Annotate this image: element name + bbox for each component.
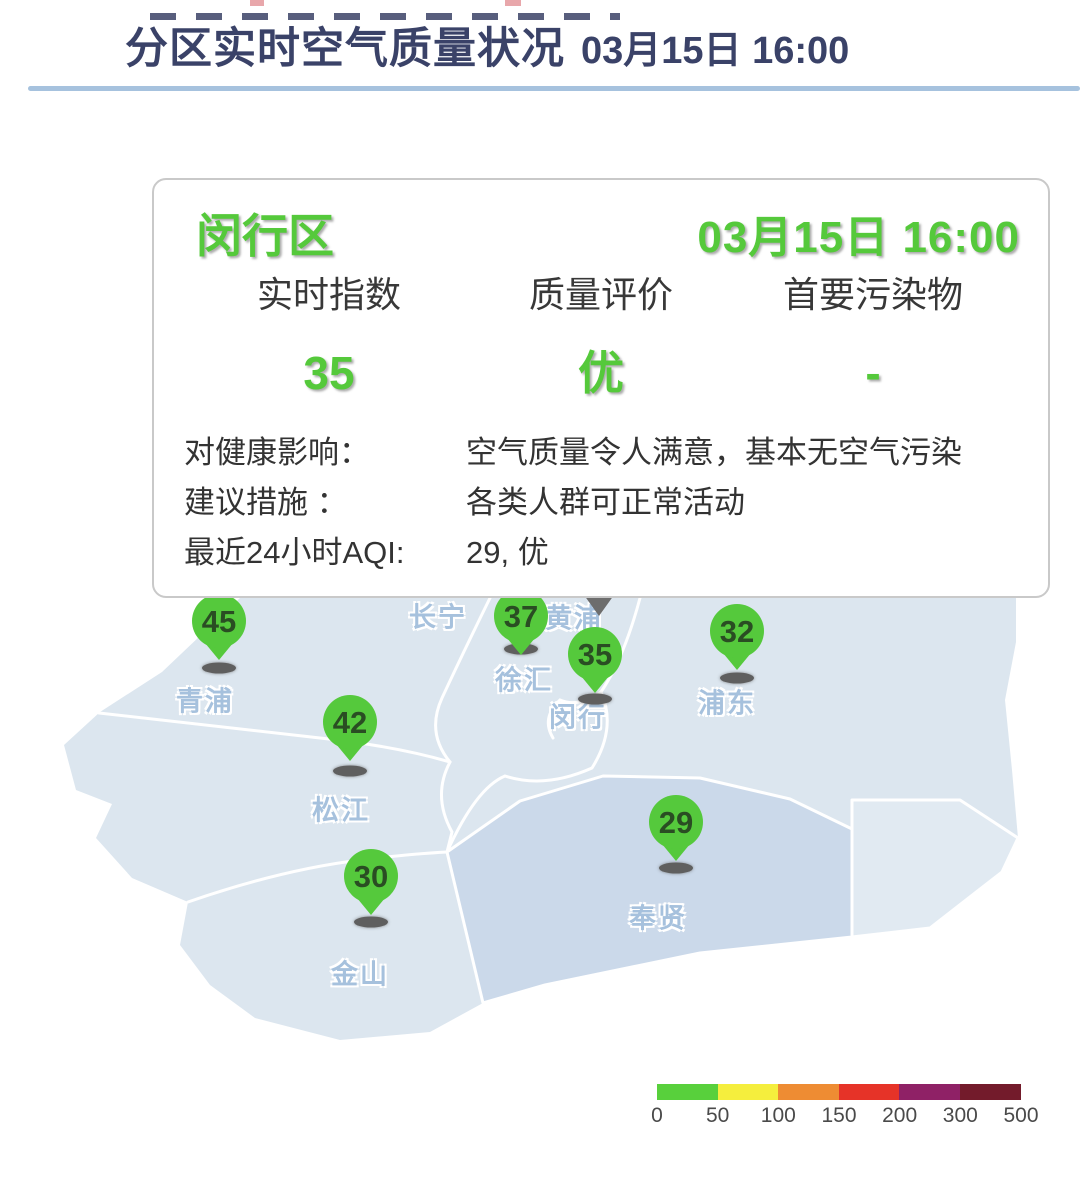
metric-quality-rating: 质量评价 优 bbox=[482, 272, 720, 398]
metric-value: 35 bbox=[303, 347, 355, 399]
metric-realtime-index: 实时指数 35 bbox=[176, 272, 482, 398]
detail-value: 空气质量令人满意，基本无空气污染 bbox=[466, 435, 962, 470]
detail-health-impact: 对健康影响： 空气质量令人满意，基本无空气污染 bbox=[184, 428, 1028, 478]
map-pin-icon: 32 bbox=[710, 604, 764, 670]
metric-label: 首要污染物 bbox=[782, 274, 963, 315]
pin-shadow bbox=[354, 916, 388, 928]
clipped-text-remnant bbox=[505, 0, 521, 6]
page-title: 分区实时空气质量状况 bbox=[125, 25, 565, 73]
legend-tick-label: 100 bbox=[760, 1104, 796, 1127]
legend-color-segment bbox=[959, 1084, 1021, 1100]
district-label: 金山 bbox=[331, 959, 389, 990]
svg-text:45: 45 bbox=[202, 604, 236, 639]
map-pin-icon: 37 bbox=[494, 589, 548, 655]
detail-label: 对健康影响： bbox=[184, 435, 370, 470]
legend-color-segment bbox=[838, 1084, 900, 1100]
popup-pointer-icon bbox=[584, 595, 614, 616]
detail-value: 各类人群可正常活动 bbox=[466, 485, 745, 520]
district-label: 徐汇 bbox=[495, 665, 553, 696]
svg-text:37: 37 bbox=[504, 599, 538, 634]
popup-header: 闵行区 03月15日 16:00 bbox=[196, 200, 1020, 266]
clipped-text-remnant bbox=[150, 13, 620, 20]
map-pin-icon: 35 bbox=[568, 627, 622, 693]
legend-color-segment bbox=[657, 1084, 718, 1100]
popup-details: 对健康影响： 空气质量令人满意，基本无空气污染 建议措施 ： 各类人群可正常活动… bbox=[184, 428, 1028, 578]
district-label: 奉贤 bbox=[629, 903, 687, 934]
map-pin-icon: 29 bbox=[649, 795, 703, 861]
popup-datetime: 03月15日 16:00 bbox=[697, 213, 1020, 262]
legend-tick-label: 300 bbox=[942, 1104, 978, 1127]
aqi-pin-松江[interactable]: 42 bbox=[322, 694, 378, 762]
detail-label: 建议措施 ： bbox=[184, 485, 348, 520]
map-pin-icon: 42 bbox=[323, 695, 377, 761]
district-label: 闵行 bbox=[549, 702, 607, 733]
metric-label: 质量评价 bbox=[528, 274, 673, 315]
district-label: 长宁 bbox=[409, 602, 467, 633]
legend-tick-label: 50 bbox=[705, 1104, 730, 1127]
metric-value: 优 bbox=[578, 347, 624, 399]
popup-metrics: 实时指数 35 质量评价 优 首要污染物 - bbox=[176, 272, 1026, 398]
page-header: 分区实时空气质量状况 03月15日 16:00 bbox=[125, 14, 849, 76]
pin-shadow bbox=[333, 765, 367, 777]
detail-advice: 建议措施 ： 各类人群可正常活动 bbox=[184, 478, 1028, 528]
legend-tick-label: 500 bbox=[1003, 1104, 1039, 1127]
pin-shadow bbox=[202, 662, 236, 674]
map-polygons bbox=[64, 596, 1020, 1040]
legend-color-segment bbox=[717, 1084, 779, 1100]
pin-shadow bbox=[659, 862, 693, 874]
district-label: 青浦 bbox=[176, 686, 234, 717]
legend-color-segment bbox=[899, 1084, 960, 1100]
pin-shadow bbox=[578, 693, 612, 705]
svg-text:32: 32 bbox=[720, 614, 754, 649]
map-pin-icon: 45 bbox=[192, 594, 246, 660]
legend-tick-label: 0 bbox=[651, 1104, 663, 1127]
aqi-pin-金山[interactable]: 30 bbox=[343, 848, 399, 916]
map-pin-icon: 30 bbox=[344, 849, 398, 915]
map-region-southeast bbox=[850, 798, 1020, 939]
aqi-legend: 0 50 100 150 200 300 500 bbox=[651, 1084, 1039, 1127]
svg-text:30: 30 bbox=[354, 859, 388, 894]
aqi-pin-浦东[interactable]: 32 bbox=[709, 603, 765, 671]
district-detail-popup: 闵行区 03月15日 16:00 实时指数 35 质量评价 优 首要污染物 - … bbox=[152, 178, 1050, 598]
svg-text:35: 35 bbox=[578, 637, 612, 672]
metric-value: - bbox=[865, 347, 881, 399]
legend-color-segment bbox=[778, 1084, 839, 1100]
aqi-pin-奉贤[interactable]: 29 bbox=[648, 794, 704, 862]
metric-primary-pollutant: 首要污染物 - bbox=[720, 272, 1026, 398]
district-label: 松江 bbox=[312, 795, 370, 826]
pin-shadow bbox=[720, 672, 754, 684]
aqi-pin-徐汇[interactable]: 37 bbox=[493, 588, 549, 656]
aqi-legend-bar bbox=[657, 1084, 1021, 1100]
page-datetime: 03月15日 16:00 bbox=[581, 30, 850, 72]
legend-tick-label: 150 bbox=[821, 1104, 857, 1127]
aqi-pin-闵行[interactable]: 35 bbox=[567, 626, 623, 694]
clipped-text-remnant bbox=[250, 0, 264, 6]
svg-text:29: 29 bbox=[659, 805, 693, 840]
metric-label: 实时指数 bbox=[256, 274, 401, 315]
svg-text:42: 42 bbox=[333, 705, 367, 740]
district-label: 浦东 bbox=[698, 688, 756, 719]
detail-value: 29, 优 bbox=[466, 535, 549, 570]
aqi-pin-青浦[interactable]: 45 bbox=[191, 593, 247, 661]
shanghai-district-map: 青浦 松江 金山 徐汇 闵行 浦东 奉贤 长宁 黄浦 45 42 30 37 35 32 29 bbox=[0, 570, 1080, 1130]
detail-24h-aqi: 最近24小时AQI: 29, 优 bbox=[184, 528, 1028, 578]
detail-label: 最近24小时AQI: bbox=[184, 535, 405, 570]
legend-tick-label: 200 bbox=[882, 1104, 918, 1127]
header-divider bbox=[28, 86, 1080, 91]
popup-district-name: 闵行区 bbox=[196, 210, 334, 262]
